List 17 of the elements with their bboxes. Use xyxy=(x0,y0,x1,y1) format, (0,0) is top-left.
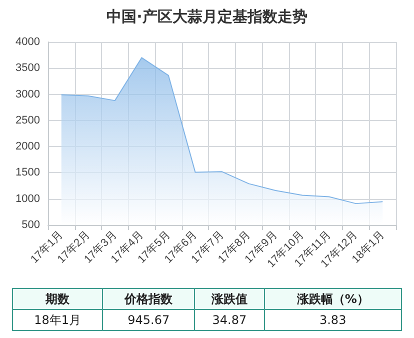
y-tick-label: 2500 xyxy=(16,114,40,126)
text: 涨跌值 xyxy=(194,288,264,310)
text: 3.83 xyxy=(264,310,402,330)
chart-title: 中国·产区大蒜月定基指数走势 xyxy=(106,8,308,26)
y-tick-label: 4000 xyxy=(16,36,40,48)
y-tick-label: 3500 xyxy=(16,62,40,74)
y-tick-label: 1500 xyxy=(16,166,40,179)
y-tick-label: 500 xyxy=(22,219,40,231)
text: 18年1月 xyxy=(12,310,103,330)
text: 价格指数 xyxy=(102,288,195,310)
text: 34.87 xyxy=(194,310,264,330)
y-tick-label: 1000 xyxy=(16,192,40,205)
text: 涨跌幅（%） xyxy=(264,288,402,310)
text: 945.67 xyxy=(102,310,195,330)
text: 期数 xyxy=(12,288,103,310)
y-tick-label: 2000 xyxy=(16,140,40,153)
y-tick-label: 3000 xyxy=(16,88,40,100)
